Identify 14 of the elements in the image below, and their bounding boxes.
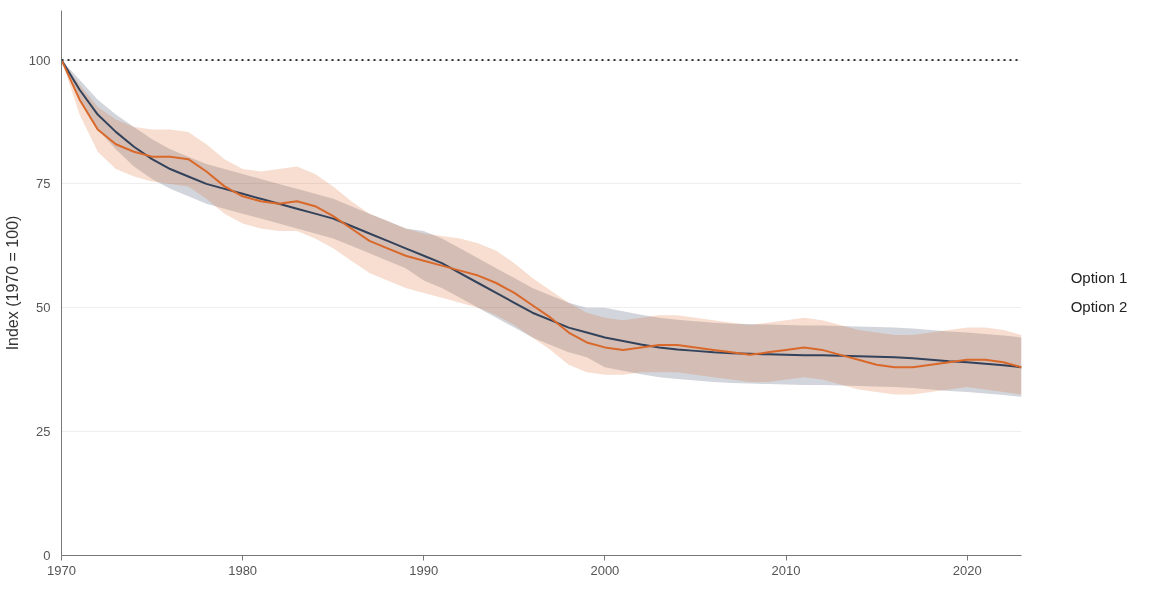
y-tick-label: 100 [28, 52, 51, 68]
text: Option 1 [1070, 268, 1128, 286]
x-tick-label: 2000 [590, 562, 620, 578]
y-tick-label: 25 [36, 424, 51, 440]
x-tick-label: 2020 [952, 562, 982, 578]
x-tick-label: 1990 [409, 562, 439, 578]
x-tick-label: 2010 [771, 562, 801, 578]
x-tick-label: 1970 [47, 562, 76, 578]
text: Option 2 [1070, 297, 1128, 315]
x-tick-label: 1980 [228, 562, 258, 578]
y-tick-label: 50 [36, 300, 51, 316]
y-tick-label: 75 [36, 176, 51, 192]
y-tick-label: 0 [43, 548, 51, 563]
y-axis-title: Index (1970 = 100) [3, 215, 21, 351]
